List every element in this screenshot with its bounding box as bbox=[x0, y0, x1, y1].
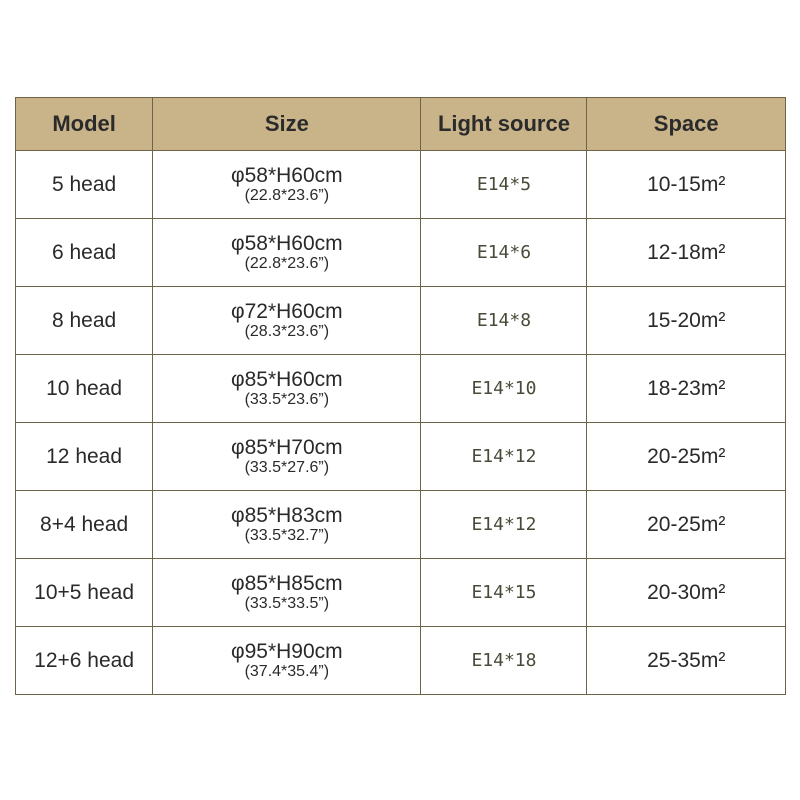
size-metric: φ58*H60cm bbox=[230, 164, 343, 187]
light-source-cell: E14*18 bbox=[420, 626, 588, 695]
model-cell: 12+6 head bbox=[14, 626, 154, 695]
table-body: 5 head φ58*H60cm (22.8*23.6”) E14*5 10-15m² 6… bbox=[14, 150, 786, 695]
space-cell: 20-25m² bbox=[586, 422, 786, 491]
size-inches: (33.5*27.6”) bbox=[244, 459, 330, 476]
light-source-cell: E14*15 bbox=[420, 558, 588, 627]
space-cell: 12-18m² bbox=[586, 218, 786, 287]
model-cell: 12 head bbox=[14, 422, 154, 491]
model-cell: 10 head bbox=[14, 354, 154, 423]
space-cell: 15-20m² bbox=[586, 286, 786, 355]
size-metric: φ95*H90cm bbox=[230, 640, 343, 663]
table-row: 8+4 head φ85*H83cm (33.5*32.7”) E14*12 20-25… bbox=[14, 490, 786, 559]
header-row: Model Size Light source Space bbox=[14, 97, 786, 151]
light-source-cell: E14*6 bbox=[420, 218, 588, 287]
size-metric: φ85*H83cm bbox=[230, 504, 343, 527]
size-cell: φ58*H60cm (22.8*23.6”) bbox=[152, 218, 422, 287]
light-source-cell: E14*5 bbox=[420, 150, 588, 219]
size-inches: (33.5*33.5”) bbox=[244, 595, 330, 612]
size-inches: (33.5*23.6”) bbox=[244, 391, 330, 408]
size-inches: (37.4*35.4”) bbox=[244, 663, 330, 680]
model-cell: 6 head bbox=[14, 218, 154, 287]
size-inches: (22.8*23.6”) bbox=[244, 187, 330, 204]
table-row: 12 head φ85*H70cm (33.5*27.6”) E14*12 20-25m… bbox=[14, 422, 786, 491]
header-light-source: Light source bbox=[420, 97, 588, 151]
table-row: 6 head φ58*H60cm (22.8*23.6”) E14*6 12-18m² bbox=[14, 218, 786, 287]
size-cell: φ85*H85cm (33.5*33.5”) bbox=[152, 558, 422, 627]
size-metric: φ85*H70cm bbox=[230, 436, 343, 459]
light-source-cell: E14*12 bbox=[420, 422, 588, 491]
size-cell: φ85*H70cm (33.5*27.6”) bbox=[152, 422, 422, 491]
size-cell: φ95*H90cm (37.4*35.4”) bbox=[152, 626, 422, 695]
size-inches: (22.8*23.6”) bbox=[244, 255, 330, 272]
spec-table: Model Size Light source Space 5 head φ58*… bbox=[14, 97, 786, 695]
space-cell: 20-25m² bbox=[586, 490, 786, 559]
size-cell: φ72*H60cm (28.3*23.6”) bbox=[152, 286, 422, 355]
size-cell: φ85*H60cm (33.5*23.6”) bbox=[152, 354, 422, 423]
model-cell: 8 head bbox=[14, 286, 154, 355]
space-cell: 25-35m² bbox=[586, 626, 786, 695]
space-cell: 20-30m² bbox=[586, 558, 786, 627]
size-metric: φ85*H85cm bbox=[230, 572, 343, 595]
model-cell: 8+4 head bbox=[14, 490, 154, 559]
size-metric: φ58*H60cm bbox=[230, 232, 343, 255]
space-cell: 18-23m² bbox=[586, 354, 786, 423]
table-row: 12+6 head φ95*H90cm (37.4*35.4”) E14*18 25-3… bbox=[14, 626, 786, 695]
space-cell: 10-15m² bbox=[586, 150, 786, 219]
table-row: 8 head φ72*H60cm (28.3*23.6”) E14*8 15-20m² bbox=[14, 286, 786, 355]
table-row: 10 head φ85*H60cm (33.5*23.6”) E14*10 18-23m… bbox=[14, 354, 786, 423]
size-inches: (33.5*32.7”) bbox=[244, 527, 330, 544]
model-cell: 10+5 head bbox=[14, 558, 154, 627]
table-row: 5 head φ58*H60cm (22.8*23.6”) E14*5 10-15m² bbox=[14, 150, 786, 219]
table-row: 10+5 head φ85*H85cm (33.5*33.5”) E14*15 20-3… bbox=[14, 558, 786, 627]
light-source-cell: E14*10 bbox=[420, 354, 588, 423]
size-metric: φ85*H60cm bbox=[230, 368, 343, 391]
size-inches: (28.3*23.6”) bbox=[244, 323, 330, 340]
light-source-cell: E14*8 bbox=[420, 286, 588, 355]
size-metric: φ72*H60cm bbox=[230, 300, 343, 323]
header-size: Size bbox=[152, 97, 422, 151]
light-source-cell: E14*12 bbox=[420, 490, 588, 559]
header-space: Space bbox=[586, 97, 786, 151]
model-cell: 5 head bbox=[14, 150, 154, 219]
size-cell: φ85*H83cm (33.5*32.7”) bbox=[152, 490, 422, 559]
size-cell: φ58*H60cm (22.8*23.6”) bbox=[152, 150, 422, 219]
header-model: Model bbox=[14, 97, 154, 151]
